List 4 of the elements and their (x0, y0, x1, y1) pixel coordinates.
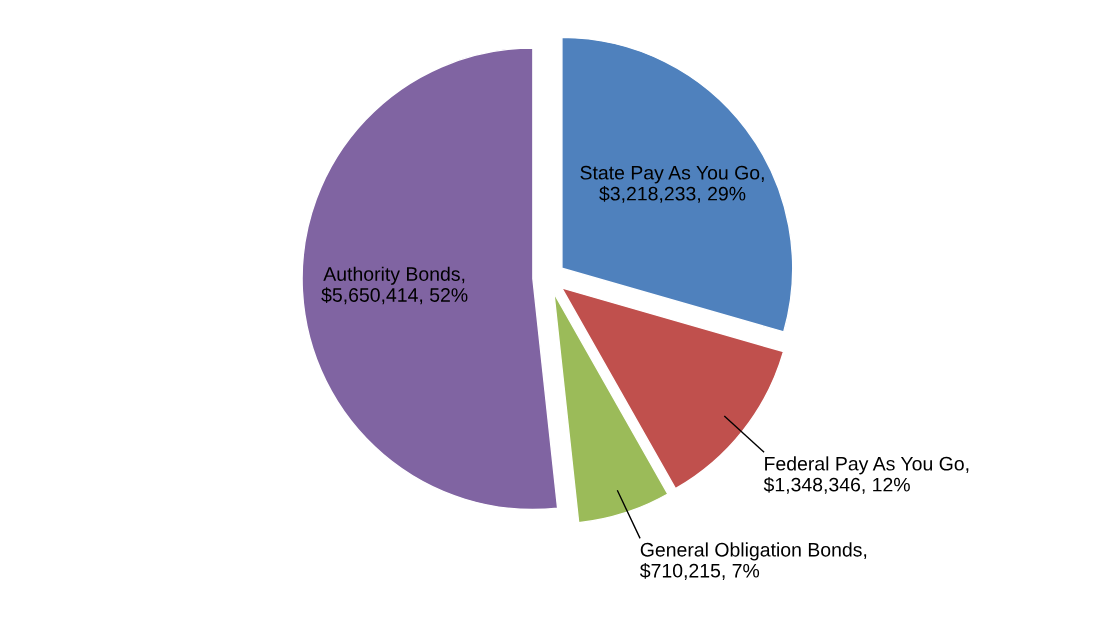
slice-label: Federal Pay As You Go, $1,348,346, 12% (763, 456, 969, 494)
slice-label: General Obligation Bonds, $710,215, 7% (639, 542, 867, 580)
slice-label: Authority Bonds, $5,650,414, 52% (321, 266, 468, 305)
slice-label: State Pay As You Go, $3,218,233, 29% (580, 165, 764, 203)
